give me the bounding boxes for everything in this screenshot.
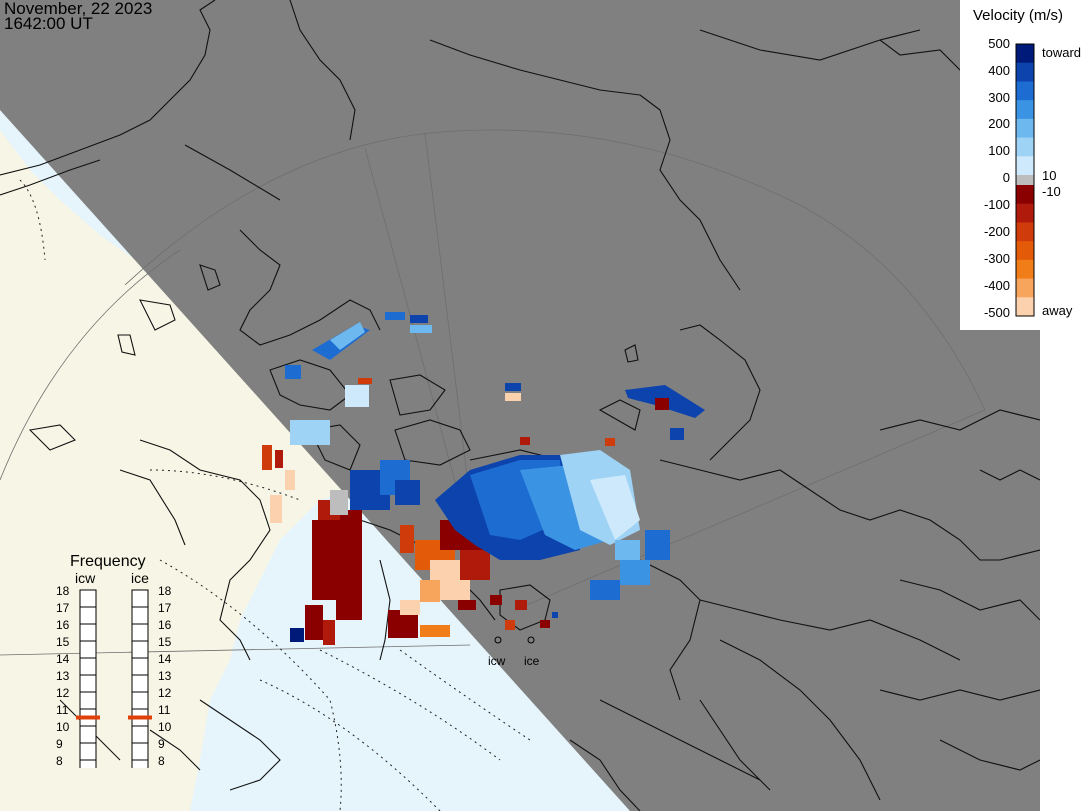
- frequency-cell: [79, 691, 97, 710]
- colorbar-swatch-away: [1016, 222, 1034, 242]
- frequency-tick-label: 15: [158, 635, 172, 649]
- night-region: [0, 0, 1040, 811]
- frequency-cell: [79, 623, 97, 642]
- ice-site-label: ice: [524, 654, 540, 668]
- frequency-tick-label: 13: [158, 669, 172, 683]
- colorbar-tick-label: 500: [988, 36, 1010, 51]
- colorbar-swatch-toward: [1016, 137, 1034, 157]
- frequency-cell: [79, 657, 97, 676]
- frequency-tick-label: 18: [56, 584, 70, 598]
- frequency-cell: [79, 674, 97, 693]
- colorbar-tick-label: -200: [984, 224, 1010, 239]
- colorbar-swatch-zero: [1016, 175, 1034, 185]
- frequency-cell: [79, 589, 97, 608]
- frequency-tick-label: 13: [56, 669, 70, 683]
- icw-site-marker: [494, 636, 502, 644]
- colorbar-toward-label: toward: [1042, 45, 1081, 60]
- frequency-cell: [131, 691, 149, 710]
- colorbar-tick-label: 100: [988, 143, 1010, 158]
- colorbar-swatches: [1016, 44, 1034, 317]
- colorbar-swatch-away: [1016, 185, 1034, 205]
- frequency-tick-label: 12: [158, 686, 172, 700]
- colorbar-tick-label: -300: [984, 251, 1010, 266]
- velocity-colorbar: Velocity (m/s) 500400300200100100-10-100…: [960, 0, 1083, 330]
- dotted-grid: [19, 179, 531, 811]
- frequency-cell: [131, 742, 149, 761]
- frequency-tick-label: 9: [158, 737, 165, 751]
- frequency-tick-label: 11: [56, 703, 69, 717]
- colorbar-tick-label: 0: [1003, 170, 1010, 185]
- frequency-icw-label: icw: [75, 570, 96, 586]
- map-canvas: [0, 0, 1040, 811]
- frequency-bars: 18 17 16 15 14 13 12 11 10 9 8 18 17 16 15 14 13 12 11 10 9 8: [56, 584, 172, 768]
- colorbar-swatch-away: [1016, 278, 1034, 298]
- colorbar-swatch-toward: [1016, 100, 1034, 120]
- frequency-tick-label: 16: [158, 618, 172, 632]
- frequency-cell: [79, 606, 97, 625]
- frequency-cell: [131, 759, 149, 768]
- frequency-tick-label: 10: [158, 720, 172, 734]
- frequency-tick-label: 17: [56, 601, 70, 615]
- colorbar-tick-label: 300: [988, 90, 1010, 105]
- frequency-ice-marker: [128, 715, 152, 720]
- icw-site-label: icw: [488, 654, 506, 668]
- frequency-cell: [79, 725, 97, 744]
- frequency-tick-label: 14: [56, 652, 70, 666]
- colorbar-tick-label: -500: [984, 305, 1010, 320]
- colorbar-tick-label: -100: [984, 197, 1010, 212]
- colorbar-tick-label: -10: [1042, 184, 1061, 199]
- frequency-cell: [131, 623, 149, 642]
- frequency-title: Frequency: [70, 553, 146, 570]
- latitude-grid: [0, 129, 986, 656]
- colorbar-away-label: away: [1042, 303, 1073, 318]
- colorbar-tick-labels: 500400300200100100-10-100-200-300-400-50…: [984, 36, 1061, 320]
- frequency-tick-label: 9: [56, 737, 63, 751]
- frequency-tick-label: 10: [56, 720, 70, 734]
- frequency-cell: [79, 640, 97, 659]
- frequency-cell: [131, 674, 149, 693]
- frequency-cell: [131, 657, 149, 676]
- frequency-tick-label: 16: [56, 618, 70, 632]
- frequency-tick-label: 8: [158, 754, 165, 768]
- frequency-cell: [79, 759, 97, 768]
- frequency-tick-label: 11: [158, 703, 171, 717]
- colorbar-swatch-away: [1016, 203, 1034, 223]
- frequency-cell: [79, 742, 97, 761]
- colorbar-tick-label: 10: [1042, 168, 1056, 183]
- frequency-ice-label: ice: [131, 570, 149, 586]
- colorbar-swatch-toward: [1016, 118, 1034, 139]
- frequency-cell: [131, 725, 149, 744]
- frequency-cell: [131, 640, 149, 659]
- colorbar-swatch-toward: [1016, 81, 1034, 101]
- colorbar-swatch-away: [1016, 259, 1034, 280]
- time-label: 1642:00 UT: [4, 14, 93, 33]
- colorbar-swatch-toward: [1016, 156, 1034, 176]
- frequency-tick-label: 15: [56, 635, 70, 649]
- colorbar-swatch-toward: [1016, 62, 1034, 82]
- frequency-cell: [131, 606, 149, 625]
- frequency-cell: [131, 589, 149, 608]
- colorbar-tick-label: -400: [984, 278, 1010, 293]
- frequency-panel: Frequency icw ice 1817161514131211109818…: [56, 553, 172, 768]
- frequency-tick-label: 18: [158, 584, 172, 598]
- frequency-tick-label: 12: [56, 686, 70, 700]
- radar-echoes: [262, 312, 705, 645]
- colorbar-swatch-away: [1016, 297, 1034, 317]
- frequency-icw-marker: [76, 715, 100, 720]
- colorbar-swatch-away: [1016, 241, 1034, 261]
- colorbar-title: Velocity (m/s): [973, 7, 1063, 24]
- colorbar-tick-label: 200: [988, 116, 1010, 131]
- colorbar-tick-label: 400: [988, 63, 1010, 78]
- frequency-tick-label: 17: [158, 601, 172, 615]
- ice-site-marker: [527, 636, 535, 644]
- frequency-tick-label: 8: [56, 754, 63, 768]
- colorbar-swatch-toward: [1016, 44, 1034, 64]
- frequency-tick-label: 14: [158, 652, 172, 666]
- date-label: November, 22 2023: [4, 0, 153, 18]
- radar-site-markers: [494, 636, 535, 644]
